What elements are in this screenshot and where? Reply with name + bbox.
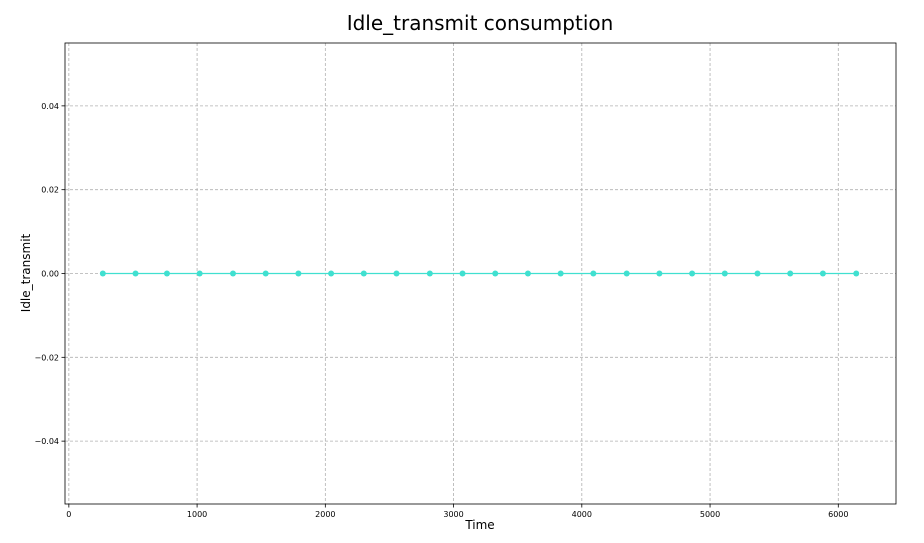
data-point bbox=[99, 270, 106, 277]
y-tick-label: 0.04 bbox=[41, 102, 59, 111]
y-tick-label: −0.04 bbox=[34, 437, 59, 446]
data-point bbox=[557, 270, 564, 277]
x-tick-label: 0 bbox=[66, 510, 71, 519]
x-tick-label: 5000 bbox=[700, 510, 720, 519]
y-tick-label: −0.02 bbox=[34, 353, 59, 362]
data-point bbox=[360, 270, 367, 277]
data-point bbox=[787, 270, 794, 277]
data-point bbox=[393, 270, 400, 277]
series-layer bbox=[99, 270, 860, 277]
data-point bbox=[590, 270, 597, 277]
data-point bbox=[689, 270, 696, 277]
x-axis-label: Time bbox=[464, 518, 494, 532]
data-point bbox=[656, 270, 663, 277]
data-point bbox=[623, 270, 630, 277]
x-tick-label: 6000 bbox=[828, 510, 848, 519]
data-point bbox=[196, 270, 203, 277]
x-tick-label: 3000 bbox=[443, 510, 463, 519]
data-point bbox=[229, 270, 236, 277]
x-tick-label: 2000 bbox=[315, 510, 335, 519]
data-point bbox=[492, 270, 499, 277]
y-tick-label: 0.00 bbox=[41, 270, 59, 279]
data-point bbox=[754, 270, 761, 277]
y-axis-label: Idle_transmit bbox=[19, 233, 33, 312]
data-point bbox=[853, 270, 860, 277]
data-point bbox=[819, 270, 826, 277]
y-tick-label: 0.02 bbox=[41, 186, 59, 195]
data-point bbox=[295, 270, 302, 277]
data-point bbox=[524, 270, 531, 277]
data-point bbox=[328, 270, 335, 277]
x-tick-label: 1000 bbox=[187, 510, 207, 519]
data-point bbox=[163, 270, 170, 277]
data-point bbox=[262, 270, 269, 277]
data-point bbox=[132, 270, 139, 277]
data-point bbox=[459, 270, 466, 277]
data-point bbox=[426, 270, 433, 277]
x-tick-label: 4000 bbox=[572, 510, 592, 519]
data-point bbox=[721, 270, 728, 277]
ticks: 0 1000 2000 3000 4000 5000 6000 −0.04 −0.02 0.00 0… bbox=[34, 102, 848, 519]
chart-title: Idle_transmit consumption bbox=[347, 11, 614, 35]
